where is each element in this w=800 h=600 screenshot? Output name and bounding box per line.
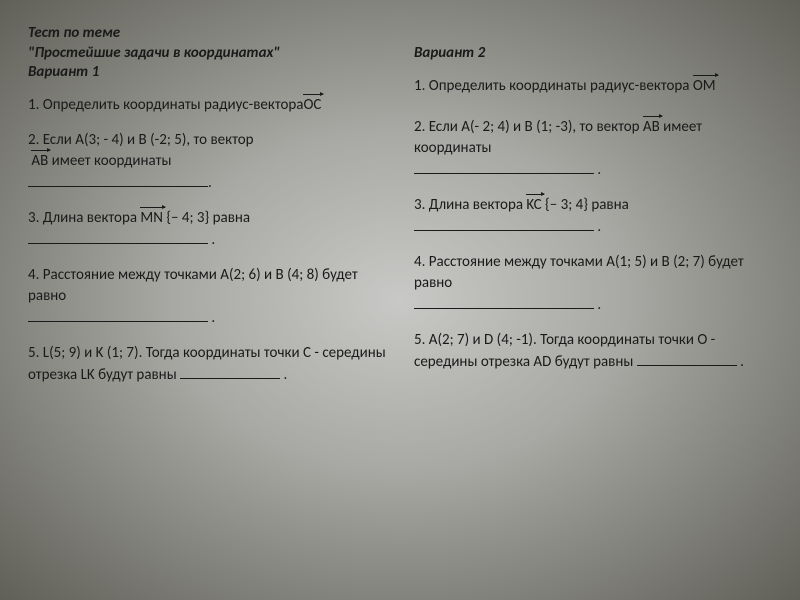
blank-line [414,159,594,174]
v1-p1-text: 1. Определить координаты радиус-вектора [28,96,303,114]
blank-line [28,307,208,322]
v1-problem-1: 1. Определить координаты радиус-вектораO… [28,95,386,116]
blank-line [180,364,280,379]
v1-problem-4: 4. Расстояние между точками A(2; 6) и B … [28,265,386,329]
v2-p1-pre: 1. Определить координаты радиус-вектора [414,77,693,95]
v2-p3-coords: {− 3; 4} равна [542,196,629,214]
v1-p2-tail: . [208,174,212,192]
vector-om: OM [693,76,716,97]
v2-problem-5: 5. A(2; 7) и D (4; -1). Тогда координаты… [414,330,772,373]
v2-p5-tail: . [737,353,744,371]
v1-p5-tail: . [280,366,287,384]
v1-p4-tail: . [208,309,215,327]
v2-p2-pre: 2. Если A(- 2; 4) и B (1; -3), то вектор [414,118,643,136]
right-column: Вариант 2 1. Определить координаты радиу… [404,24,772,576]
left-column: Тест по теме "Простейшие задачи в коорди… [28,24,404,576]
blank-line [637,351,737,366]
v1-problem-5: 5. L(5; 9) и K (1; 7). Тогда координаты … [28,343,386,386]
variant1-heading: Вариант 1 [28,63,386,81]
vector-kc: KC [526,195,541,216]
v2-p3-pre: 3. Длина вектора [414,196,526,214]
blank-line [28,172,208,187]
v2-p3-tail: . [594,218,601,236]
v1-p4-text: 4. Расстояние между точками A(2; 6) и B … [28,266,358,305]
blank-line [414,216,594,231]
v1-problem-2: 2. Если A(3; - 4) и B (-2; 5), то вектор… [28,130,386,194]
blank-line [28,229,208,244]
vector-mn: MN [140,208,163,229]
vector-oc: OC [303,95,321,116]
v2-problem-4: 4. Расстояние между точками A(1; 5) и B … [414,252,772,316]
v2-p2-tail: . [594,161,601,179]
v1-p2-post: имеет координаты [48,152,171,170]
v1-p3-coords: {− 4; 3} равна [163,209,250,227]
test-title-line2: "Простейшие задачи в координатах" [28,44,386,64]
v1-problem-3: 3. Длина вектора MN {− 4; 3} равна . [28,208,386,251]
v2-problem-1: 1. Определить координаты радиус-вектора … [414,76,772,97]
v2-p4-tail: . [594,296,601,314]
vector-ab-1: AB [31,151,48,172]
vector-ab-2: AB [643,117,660,138]
v1-p3-tail: . [208,231,215,249]
v2-p4-text: 4. Расстояние между точками A(1; 5) и B … [414,253,744,292]
test-title-line1: Тест по теме [28,24,386,44]
v1-p2-pre: 2. Если A(3; - 4) и B (-2; 5), то вектор [28,131,254,149]
variant2-heading: Вариант 2 [414,44,772,62]
v2-problem-3: 3. Длина вектора KC {− 3; 4} равна . [414,195,772,238]
v2-problem-2: 2. Если A(- 2; 4) и B (1; -3), то вектор… [414,117,772,181]
v1-p3-pre: 3. Длина вектора [28,209,140,227]
blank-line [414,294,594,309]
